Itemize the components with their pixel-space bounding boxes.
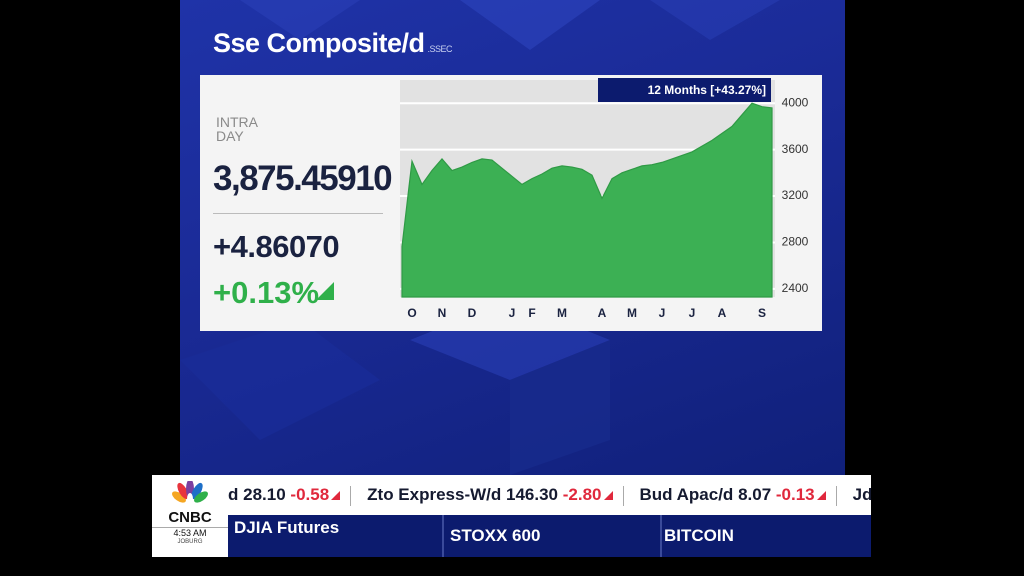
ticker-price: 146.30 bbox=[506, 485, 559, 504]
city: JOBURG bbox=[177, 539, 203, 545]
x-tick-label: J bbox=[509, 306, 516, 320]
ticker-separator bbox=[350, 485, 352, 506]
up-indicator bbox=[316, 282, 334, 300]
change: +4.86070 bbox=[213, 229, 340, 264]
chart-title: Sse Composite/d .SSEC bbox=[213, 28, 453, 59]
area bbox=[401, 102, 773, 298]
label-line: INTRA bbox=[216, 114, 258, 130]
peacock bbox=[172, 479, 208, 505]
title-text: Sse Composite/d bbox=[213, 28, 425, 58]
ticker-item: d 28.10 -0.58 bbox=[228, 475, 352, 515]
marks bbox=[401, 102, 773, 298]
ticker-item: Bud Apac/d 8.07 -0.13 bbox=[640, 475, 837, 515]
ticker-separator bbox=[835, 485, 837, 506]
ticker-change: -0.13 bbox=[775, 485, 815, 504]
label-line: DAY bbox=[216, 128, 244, 144]
x-tick-label: D bbox=[468, 306, 477, 320]
quote-panel: INTRA DAY 3,875.45910 +4.86070 +0.13% bbox=[200, 75, 400, 331]
x-tick-label: A bbox=[718, 306, 727, 320]
ticker-name: Zto Express-W/d bbox=[367, 485, 502, 504]
ticker-name: Bud Apac/d bbox=[639, 485, 734, 504]
down-indicator bbox=[816, 491, 826, 500]
x-tick-label: J bbox=[659, 306, 666, 320]
ticker-change: -2.80 bbox=[562, 485, 602, 504]
down-indicator bbox=[331, 491, 341, 500]
bottom-item: DJIA Futures bbox=[234, 515, 444, 557]
x-tick-label: F bbox=[528, 306, 535, 320]
separator bbox=[213, 213, 383, 214]
percent-change: +0.13% bbox=[213, 275, 320, 310]
x-tick-label: A bbox=[598, 306, 607, 320]
logo: CNBC 4:53 AM JOBURG bbox=[152, 475, 228, 557]
ticker-price: 28.10 bbox=[243, 485, 286, 504]
ticker-separator bbox=[622, 485, 624, 506]
intraday-label: INTRA DAY bbox=[216, 115, 258, 143]
x-tick-label: J bbox=[689, 306, 696, 320]
down-indicator bbox=[603, 491, 613, 500]
ticker-price: 8.07 bbox=[738, 485, 772, 504]
y-tick-label: 3600 bbox=[782, 142, 809, 156]
y-tick-label: 2800 bbox=[782, 235, 809, 249]
bottom-item: STOXX 600 bbox=[444, 515, 662, 557]
subtitle: .SSEC bbox=[427, 44, 453, 54]
badge-text: 12 Months [+43.27%] bbox=[648, 83, 766, 97]
ticker-change: -0.58 bbox=[290, 485, 330, 504]
clock: 4:53 AM bbox=[152, 527, 228, 539]
x-tick-label: N bbox=[438, 306, 447, 320]
bottom-bar: DJIA Futures STOXX 600 BITCOIN bbox=[228, 515, 871, 557]
price: 3,875.45910 bbox=[213, 159, 393, 198]
ticker-name: Jd Logis bbox=[852, 485, 871, 504]
x-tick-label: O bbox=[407, 306, 416, 320]
x-tick-label: S bbox=[758, 306, 766, 320]
y-tick-label: 2400 bbox=[782, 281, 809, 295]
bottom-item: BITCOIN bbox=[664, 526, 734, 545]
y-tick-label: 3200 bbox=[782, 188, 809, 202]
ticker: d 28.10 -0.58 Zto Express-W/d 146.30 -2.8… bbox=[228, 475, 871, 515]
x-tick-label: M bbox=[557, 306, 567, 320]
ticker-name: d bbox=[228, 485, 239, 504]
badge bbox=[598, 78, 771, 102]
brand: CNBC bbox=[168, 509, 212, 526]
ticker-item: Jd Logis bbox=[853, 475, 871, 515]
x-tick-label: M bbox=[627, 306, 637, 320]
y-tick-label: 4000 bbox=[782, 95, 809, 109]
ticker-item: Zto Express-W/d 146.30 -2.80 bbox=[367, 475, 624, 515]
